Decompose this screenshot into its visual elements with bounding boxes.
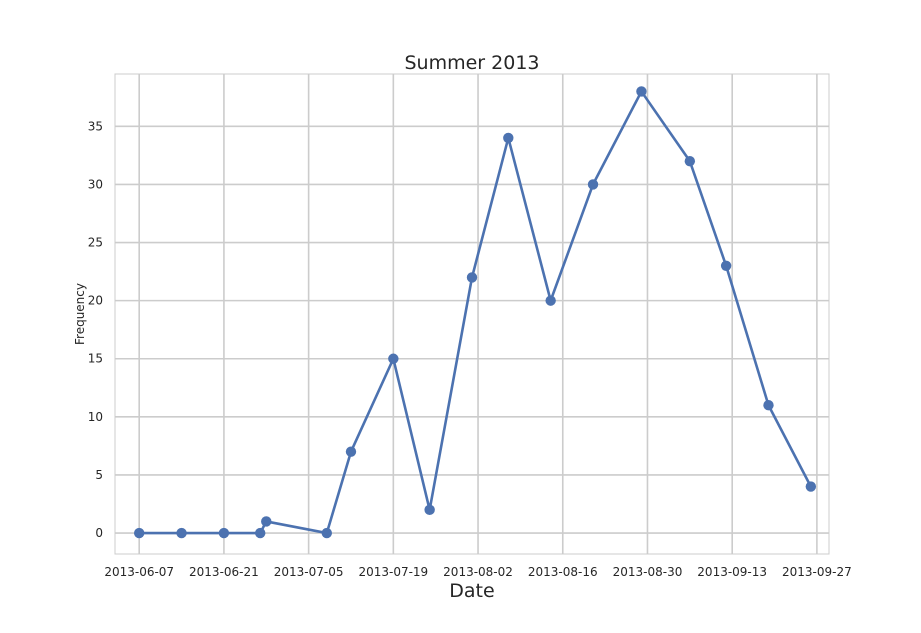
data-point <box>424 504 435 516</box>
data-point <box>684 155 696 167</box>
data-point <box>321 527 332 539</box>
y-tick-label: 25 <box>88 236 103 250</box>
y-tick-label: 35 <box>88 119 103 133</box>
x-axis-ticks: 2013-06-07 2013-06-21 2013-07-05 2013-07-19… <box>104 565 851 579</box>
x-tick-label: 2013-08-30 <box>613 565 683 579</box>
series-line <box>137 90 813 535</box>
data-point <box>176 527 187 539</box>
x-tick-label: 2013-09-27 <box>782 565 852 579</box>
data-point <box>134 527 145 539</box>
data-point <box>763 400 774 411</box>
data-point <box>466 272 478 283</box>
x-tick-label: 2013-08-16 <box>528 565 598 579</box>
grid <box>115 74 829 554</box>
plot-frame <box>114 73 830 555</box>
y-axis-label: Frequency <box>73 283 87 345</box>
series-line-layer <box>137 90 813 535</box>
x-tick-label: 2013-06-07 <box>104 565 174 579</box>
y-tick-label: 20 <box>88 294 103 308</box>
y-tick-label: 0 <box>95 526 103 540</box>
data-point <box>805 481 817 492</box>
data-point <box>388 353 399 364</box>
data-point <box>545 295 556 306</box>
x-axis-label: Date <box>449 580 494 602</box>
x-tick-label: 2013-07-05 <box>274 565 344 579</box>
chart-title: Summer 2013 <box>404 52 539 74</box>
y-tick-label: 30 <box>88 177 103 191</box>
data-points <box>134 86 817 539</box>
x-tick-label: 2013-06-21 <box>189 565 259 579</box>
data-point <box>636 86 647 97</box>
y-axis-ticks: 0 5 10 15 20 25 30 35 <box>88 119 103 540</box>
data-point <box>345 446 357 457</box>
x-tick-label: 2013-07-19 <box>358 565 428 579</box>
data-point <box>255 527 266 539</box>
y-tick-label: 5 <box>95 468 103 482</box>
data-point <box>503 132 514 144</box>
data-point <box>720 260 732 271</box>
y-tick-label: 15 <box>88 352 103 366</box>
data-point <box>218 527 230 539</box>
y-tick-label: 10 <box>88 410 103 424</box>
data-point <box>587 179 599 190</box>
x-tick-label: 2013-09-13 <box>697 565 767 579</box>
x-tick-label: 2013-08-02 <box>443 565 513 579</box>
data-point <box>261 516 272 527</box>
